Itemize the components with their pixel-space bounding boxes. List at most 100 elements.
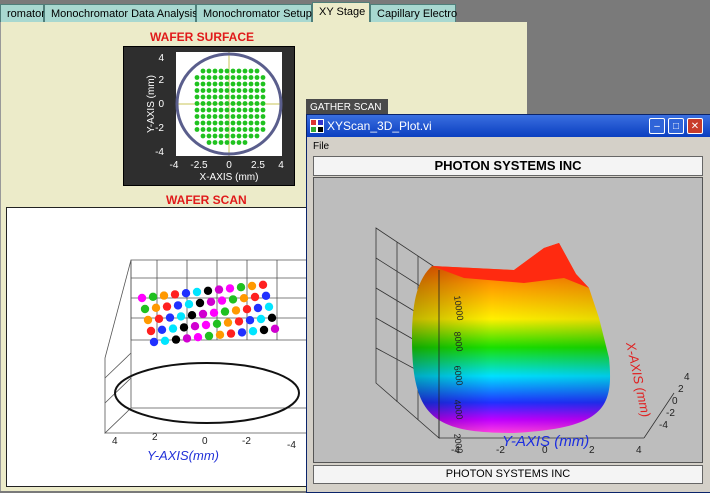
maximize-button[interactable]: □ <box>668 118 684 134</box>
wafer-dot <box>248 127 254 132</box>
wafer-scan-outline <box>114 362 300 424</box>
z-tick: 10000 <box>452 295 465 321</box>
scan-dot <box>182 334 192 343</box>
wafer-dot <box>212 68 218 74</box>
scan-y-tick: -4 <box>287 440 296 451</box>
wafer-dot <box>230 88 236 93</box>
wafer-dot <box>242 107 248 113</box>
wafer-dot <box>194 127 200 132</box>
y-tick: -2 <box>496 445 505 456</box>
wafer-dot <box>218 88 224 93</box>
tab-xy-stage[interactable]: XY Stage <box>312 2 370 24</box>
wafer-dot <box>218 81 224 87</box>
wafer-x-tick: 4 <box>278 160 284 171</box>
scan-dot <box>148 292 158 301</box>
wafer-dot <box>242 140 248 145</box>
wafer-dot <box>200 75 206 80</box>
x-tick: -4 <box>659 420 668 431</box>
y-tick: 4 <box>636 445 642 456</box>
wafer-dot <box>236 101 242 106</box>
wafer-dot <box>194 81 200 87</box>
y-tick: -4 <box>451 445 460 456</box>
wafer-dot <box>236 133 242 139</box>
minimize-button[interactable]: – <box>649 118 665 134</box>
wafer-dot <box>194 101 200 106</box>
wafer-dot <box>224 75 230 80</box>
wafer-dot <box>254 81 260 87</box>
tab-monochromator-data-analysis[interactable]: Monochromator Data Analysis <box>44 4 198 22</box>
scan-dot <box>195 298 205 308</box>
wafer-dot <box>248 133 254 139</box>
tab-monochromator-setup[interactable]: Monochromator Setup <box>196 4 312 22</box>
z-tick: 8000 <box>452 331 465 352</box>
wafer-scan-box-frame <box>104 259 308 434</box>
scan-dot <box>234 317 244 326</box>
wafer-x-axis-label: X-AXIS (mm) <box>200 172 259 183</box>
wafer-dot <box>206 88 212 93</box>
wafer-dot <box>248 94 254 100</box>
wafer-dot <box>260 101 266 106</box>
gather-scan-button[interactable]: GATHER SCAN <box>306 99 388 116</box>
wafer-dot <box>254 133 260 139</box>
scan-dot <box>256 314 266 324</box>
scan-dot <box>162 302 172 311</box>
wafer-dot <box>254 88 260 93</box>
wafer-dot <box>260 88 266 93</box>
y-tick: 0 <box>542 445 548 456</box>
wafer-dot <box>236 114 242 119</box>
wafer-dot <box>230 120 236 126</box>
tab-monochromator[interactable]: romator <box>0 4 45 22</box>
scan-dot <box>214 285 224 294</box>
scan-dot <box>137 293 147 303</box>
wafer-dot <box>224 133 230 139</box>
wafer-dot <box>230 114 236 119</box>
window-titlebar[interactable]: XYScan_3D_Plot.vi – □ ✕ <box>307 115 710 137</box>
wafer-y-tick: 2 <box>158 75 164 86</box>
scan-dot <box>203 286 213 295</box>
wafer-surface-svg: 4 2 0 -2 -4 -4 -2.5 0 2.5 4 X-AXIS (mm) … <box>146 52 284 183</box>
wafer-outline <box>175 52 283 156</box>
wafer-dot <box>200 120 206 126</box>
scan-dot <box>201 320 211 330</box>
wafer-dot <box>248 81 254 87</box>
scan-dot <box>270 324 280 333</box>
scan-dot <box>168 324 178 333</box>
wafer-dot <box>230 94 236 100</box>
scan-dot <box>242 305 252 314</box>
wafer-dot <box>200 133 206 139</box>
wafer-dot <box>242 68 248 74</box>
wafer-x-tick: -4 <box>170 160 179 171</box>
menu-file[interactable]: File <box>313 141 330 152</box>
x-tick: -2 <box>666 408 675 419</box>
wafer-dot <box>206 101 212 106</box>
wafer-dot <box>254 127 260 132</box>
close-button[interactable]: ✕ <box>687 118 703 134</box>
surface-3d-svg: 10000 8000 6000 4000 2000 -4 -2 0 2 4 -4… <box>375 227 690 456</box>
tab-capillary-electro[interactable]: Capillary Electro <box>370 4 457 22</box>
scan-dot <box>154 314 164 323</box>
window-title: XYScan_3D_Plot.vi <box>327 119 432 133</box>
scan-dot <box>220 307 230 316</box>
scan-dot <box>250 292 260 302</box>
wafer-dot <box>254 107 260 113</box>
surface-shading <box>412 243 611 433</box>
scan-dot <box>151 303 161 312</box>
wafer-dot <box>260 107 266 113</box>
wafer-dot <box>236 127 242 132</box>
scan-dot <box>173 301 183 310</box>
wafer-dot <box>218 114 224 119</box>
scan-dot <box>140 304 150 314</box>
scan-dot <box>247 281 257 291</box>
scan-dot <box>264 302 274 311</box>
scan-dot <box>165 313 175 322</box>
x-tick: 2 <box>678 384 684 395</box>
wafer-dot <box>254 68 260 74</box>
surface-3d-plot[interactable]: 10000 8000 6000 4000 2000 -4 -2 0 2 4 -4… <box>313 177 703 463</box>
z-tick: 6000 <box>452 365 465 386</box>
wafer-dot <box>230 140 236 145</box>
wafer-dot <box>200 94 206 100</box>
wafer-dot <box>236 107 242 113</box>
y-axis-label: Y-AXIS (mm) <box>502 433 589 450</box>
wafer-x-tick: -2.5 <box>190 160 208 171</box>
scan-dot <box>160 336 170 345</box>
